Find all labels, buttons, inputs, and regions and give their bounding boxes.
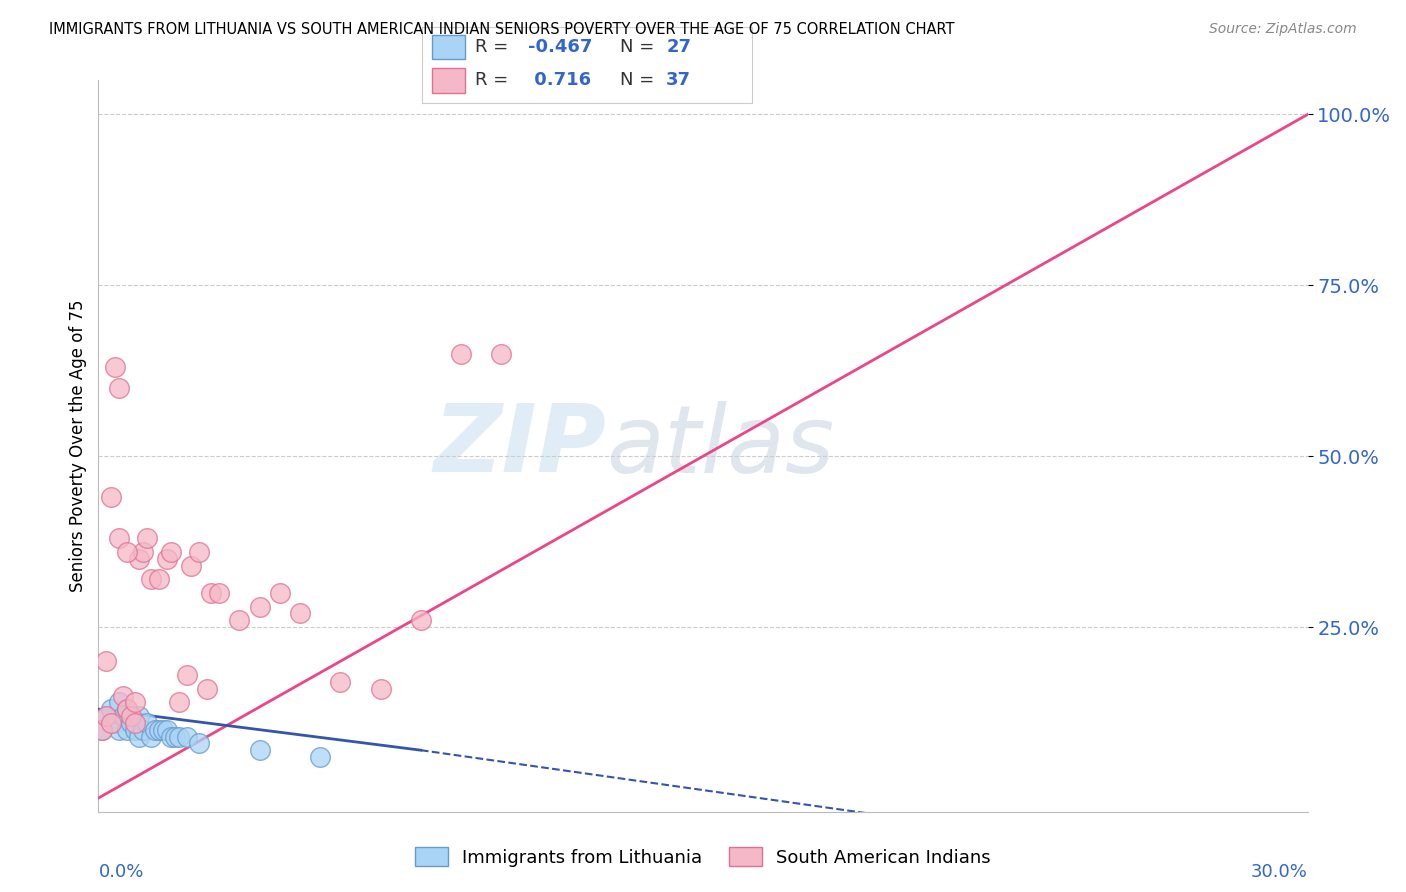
Point	[156, 551, 179, 566]
Point	[249, 599, 271, 614]
Text: 27: 27	[666, 38, 692, 56]
Point	[120, 709, 142, 723]
Text: atlas: atlas	[606, 401, 835, 491]
Y-axis label: Seniors Poverty Over the Age of 75: Seniors Poverty Over the Age of 75	[69, 300, 87, 592]
Bar	[432, 69, 465, 93]
Point	[107, 695, 129, 709]
Point	[163, 730, 186, 744]
Point	[115, 545, 138, 559]
Point	[167, 695, 190, 709]
Point	[309, 750, 332, 764]
Text: N =: N =	[620, 38, 659, 56]
Point	[160, 730, 183, 744]
Point	[329, 674, 352, 689]
Text: 0.0%: 0.0%	[98, 863, 143, 881]
Point	[100, 490, 122, 504]
Point	[288, 607, 311, 621]
Point	[409, 613, 432, 627]
Point	[195, 681, 218, 696]
Point	[167, 730, 190, 744]
Point	[100, 715, 122, 730]
Text: IMMIGRANTS FROM LITHUANIA VS SOUTH AMERICAN INDIAN SENIORS POVERTY OVER THE AGE : IMMIGRANTS FROM LITHUANIA VS SOUTH AMERI…	[49, 22, 955, 37]
Text: -0.467: -0.467	[527, 38, 592, 56]
Point	[160, 545, 183, 559]
Text: ZIP: ZIP	[433, 400, 606, 492]
Text: 0.716: 0.716	[527, 70, 591, 89]
Point	[188, 545, 211, 559]
Point	[91, 723, 114, 737]
Text: N =: N =	[620, 70, 659, 89]
Point	[107, 723, 129, 737]
Point	[124, 695, 146, 709]
Point	[100, 702, 122, 716]
Point	[249, 743, 271, 757]
Point	[111, 689, 134, 703]
Point	[180, 558, 202, 573]
Point	[176, 730, 198, 744]
Point	[124, 715, 146, 730]
Point	[148, 723, 170, 737]
Point	[91, 723, 114, 737]
Point	[115, 723, 138, 737]
Text: R =: R =	[475, 70, 513, 89]
Point	[228, 613, 250, 627]
Point	[128, 730, 150, 744]
Text: Source: ZipAtlas.com: Source: ZipAtlas.com	[1209, 22, 1357, 37]
Point	[208, 586, 231, 600]
Legend: Immigrants from Lithuania, South American Indians: Immigrants from Lithuania, South America…	[408, 840, 998, 874]
Point	[148, 572, 170, 586]
Point	[124, 723, 146, 737]
Point	[139, 730, 162, 744]
Point	[96, 709, 118, 723]
Point	[450, 347, 472, 361]
Point	[120, 715, 142, 730]
Point	[107, 381, 129, 395]
Point	[103, 360, 125, 375]
Bar	[432, 35, 465, 60]
Point	[115, 702, 138, 716]
Point	[156, 723, 179, 737]
Point	[128, 551, 150, 566]
Text: R =: R =	[475, 38, 513, 56]
Point	[96, 709, 118, 723]
Point	[128, 709, 150, 723]
Point	[152, 723, 174, 737]
Point	[107, 531, 129, 545]
Point	[103, 715, 125, 730]
Point	[135, 531, 157, 545]
Point	[115, 702, 138, 716]
Text: 37: 37	[666, 70, 692, 89]
Point	[135, 715, 157, 730]
Point	[269, 586, 291, 600]
Point	[370, 681, 392, 696]
Point	[111, 709, 134, 723]
Point	[200, 586, 222, 600]
Point	[139, 572, 162, 586]
Text: 30.0%: 30.0%	[1251, 863, 1308, 881]
Point	[132, 545, 155, 559]
Point	[188, 736, 211, 750]
Point	[132, 723, 155, 737]
Point	[176, 668, 198, 682]
Point	[143, 723, 166, 737]
Point	[491, 347, 513, 361]
Point	[96, 654, 118, 668]
